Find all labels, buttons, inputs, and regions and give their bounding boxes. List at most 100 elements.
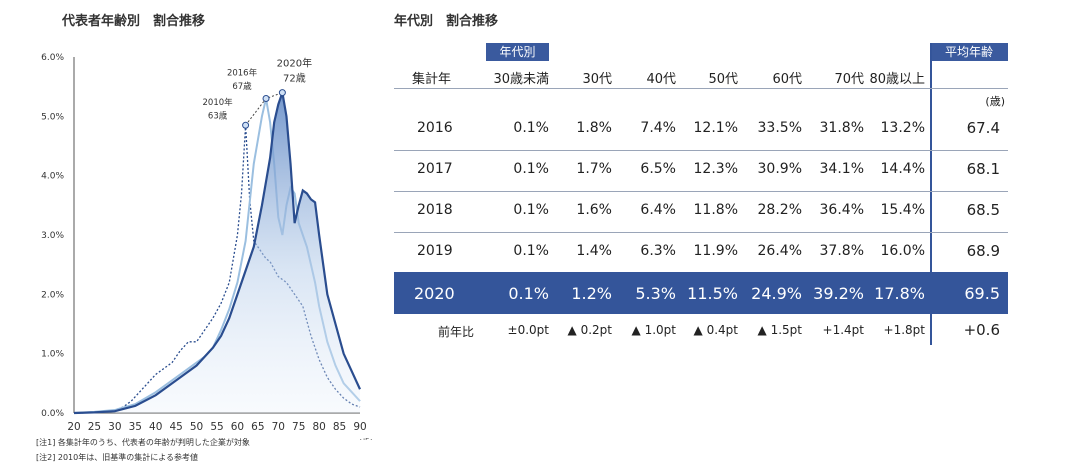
highlight-cell: 11.5% bbox=[687, 284, 738, 303]
row-cell: 6.5% bbox=[640, 161, 676, 177]
x-unit-label: (歳) bbox=[359, 437, 373, 440]
row-cell: 12.3% bbox=[693, 161, 738, 177]
chart-title: 代表者年齢別 割合推移 bbox=[62, 14, 206, 29]
y-tick-label: 0.0% bbox=[41, 409, 64, 419]
change-cell: ±0.0pt bbox=[507, 323, 549, 337]
row-cell: 1.4% bbox=[576, 243, 612, 259]
col-header: 30代 bbox=[582, 72, 612, 87]
x-tick-label: 85 bbox=[333, 421, 346, 433]
row-cell: 6.4% bbox=[640, 202, 676, 218]
row-cell: 0.1% bbox=[513, 120, 549, 136]
peak-label-age: 63歳 bbox=[208, 111, 228, 122]
row-avg: 68.9 bbox=[966, 242, 1000, 260]
row-cell: 31.8% bbox=[819, 120, 864, 136]
highlight-row-bg bbox=[394, 272, 1008, 314]
peak-label-age: 67歳 bbox=[232, 81, 252, 92]
row-cell: 1.7% bbox=[576, 161, 612, 177]
row-cell: 0.1% bbox=[513, 161, 549, 177]
header-rule bbox=[394, 88, 1008, 89]
x-tick-label: 25 bbox=[88, 421, 101, 433]
row-year: 2018 bbox=[417, 202, 453, 218]
table-title: 年代別 割合推移 bbox=[394, 14, 499, 29]
group-badge: 年代別 bbox=[486, 43, 549, 61]
row-rule bbox=[394, 232, 1008, 233]
row-cell: 12.1% bbox=[693, 120, 738, 136]
row-year: 2016 bbox=[417, 120, 453, 136]
y-tick-label: 5.0% bbox=[41, 112, 64, 122]
row-cell: 36.4% bbox=[819, 202, 864, 218]
row-year: 2019 bbox=[417, 243, 453, 259]
row-cell: 34.1% bbox=[819, 161, 864, 177]
highlight-cell: 0.1% bbox=[508, 284, 549, 303]
col-header-year: 集計年 bbox=[412, 72, 452, 87]
row-cell: 16.0% bbox=[880, 243, 925, 259]
change-cell: ▲ 0.4pt bbox=[693, 323, 738, 337]
y-tick-label: 2.0% bbox=[41, 290, 64, 300]
change-cell: ▲ 1.0pt bbox=[631, 323, 676, 337]
col-header: 60代 bbox=[772, 72, 802, 87]
change-cell: ▲ 1.5pt bbox=[757, 323, 802, 337]
y-tick-label: 6.0% bbox=[41, 53, 64, 63]
highlight-cell: 39.2% bbox=[813, 284, 864, 303]
highlight-year: 2020 bbox=[414, 284, 455, 303]
peak-label-year: 2016年 bbox=[227, 68, 258, 79]
row-cell: 30.9% bbox=[757, 161, 802, 177]
row-cell: 28.2% bbox=[757, 202, 802, 218]
y-tick-label: 3.0% bbox=[41, 231, 64, 241]
x-tick-label: 20 bbox=[67, 421, 80, 433]
highlight-cell: 17.8% bbox=[874, 284, 925, 303]
row-avg: 68.1 bbox=[966, 160, 1000, 178]
row-cell: 37.8% bbox=[819, 243, 864, 259]
x-tick-label: 75 bbox=[292, 421, 305, 433]
x-tick-label: 45 bbox=[169, 421, 182, 433]
row-cell: 1.6% bbox=[576, 202, 612, 218]
change-avg: +0.6 bbox=[963, 321, 1000, 339]
row-rule bbox=[394, 191, 1008, 192]
row-cell: 6.3% bbox=[640, 243, 676, 259]
note-1: [注1] 各集計年のうち、代表者の年齢が判明した企業が対象 bbox=[36, 438, 250, 447]
col-header: 40代 bbox=[646, 72, 676, 87]
row-cell: 26.4% bbox=[757, 243, 802, 259]
series-fill-2020年 bbox=[74, 92, 360, 413]
row-cell: 14.4% bbox=[880, 161, 925, 177]
row-cell: 0.1% bbox=[513, 202, 549, 218]
peak-marker bbox=[242, 121, 250, 129]
col-header: 70代 bbox=[834, 72, 864, 87]
row-avg: 67.4 bbox=[966, 119, 1000, 137]
change-cell: +1.4pt bbox=[822, 323, 864, 337]
row-cell: 33.5% bbox=[757, 120, 802, 136]
peak-label-year: 2020年 bbox=[277, 57, 312, 70]
unit-label: (歳) bbox=[985, 95, 1005, 108]
col-header: 80歳以上 bbox=[869, 72, 925, 87]
avg-column-rule bbox=[930, 43, 932, 345]
row-cell: 7.4% bbox=[640, 120, 676, 136]
avg-badge: 平均年齢 bbox=[930, 43, 1008, 61]
y-tick-label: 1.0% bbox=[41, 350, 64, 360]
y-tick-label: 4.0% bbox=[41, 172, 64, 182]
x-tick-label: 30 bbox=[108, 421, 121, 433]
peak-marker bbox=[278, 89, 286, 97]
row-cell: 11.8% bbox=[693, 202, 738, 218]
col-header: 30歳未満 bbox=[493, 72, 549, 87]
x-tick-label: 50 bbox=[190, 421, 203, 433]
peak-marker bbox=[262, 95, 270, 103]
series-line-2020年 bbox=[73, 92, 361, 415]
x-tick-label: 55 bbox=[210, 421, 223, 433]
highlight-avg: 69.5 bbox=[964, 284, 1000, 303]
peak-label-age: 72歳 bbox=[283, 73, 306, 85]
col-header: 50代 bbox=[708, 72, 738, 87]
x-tick-label: 80 bbox=[312, 421, 325, 433]
x-tick-label: 65 bbox=[251, 421, 264, 433]
row-cell: 13.2% bbox=[880, 120, 925, 136]
x-tick-label: 90 bbox=[353, 421, 366, 433]
highlight-cell: 1.2% bbox=[571, 284, 612, 303]
change-label: 前年比 bbox=[438, 325, 475, 339]
row-rule bbox=[394, 150, 1008, 151]
x-tick-label: 60 bbox=[231, 421, 244, 433]
highlight-cell: 5.3% bbox=[635, 284, 676, 303]
row-cell: 15.4% bbox=[880, 202, 925, 218]
highlight-cell: 24.9% bbox=[751, 284, 802, 303]
age-distribution-chart: 0.0% 1.0% 2.0% 3.0% 4.0% 5.0% 6.0% 20 25 30 35 40 45… bbox=[41, 53, 373, 440]
change-cell: +1.8pt bbox=[883, 323, 925, 337]
note-2: [注2] 2010年は、旧基準の集計による参考値 bbox=[36, 453, 198, 462]
